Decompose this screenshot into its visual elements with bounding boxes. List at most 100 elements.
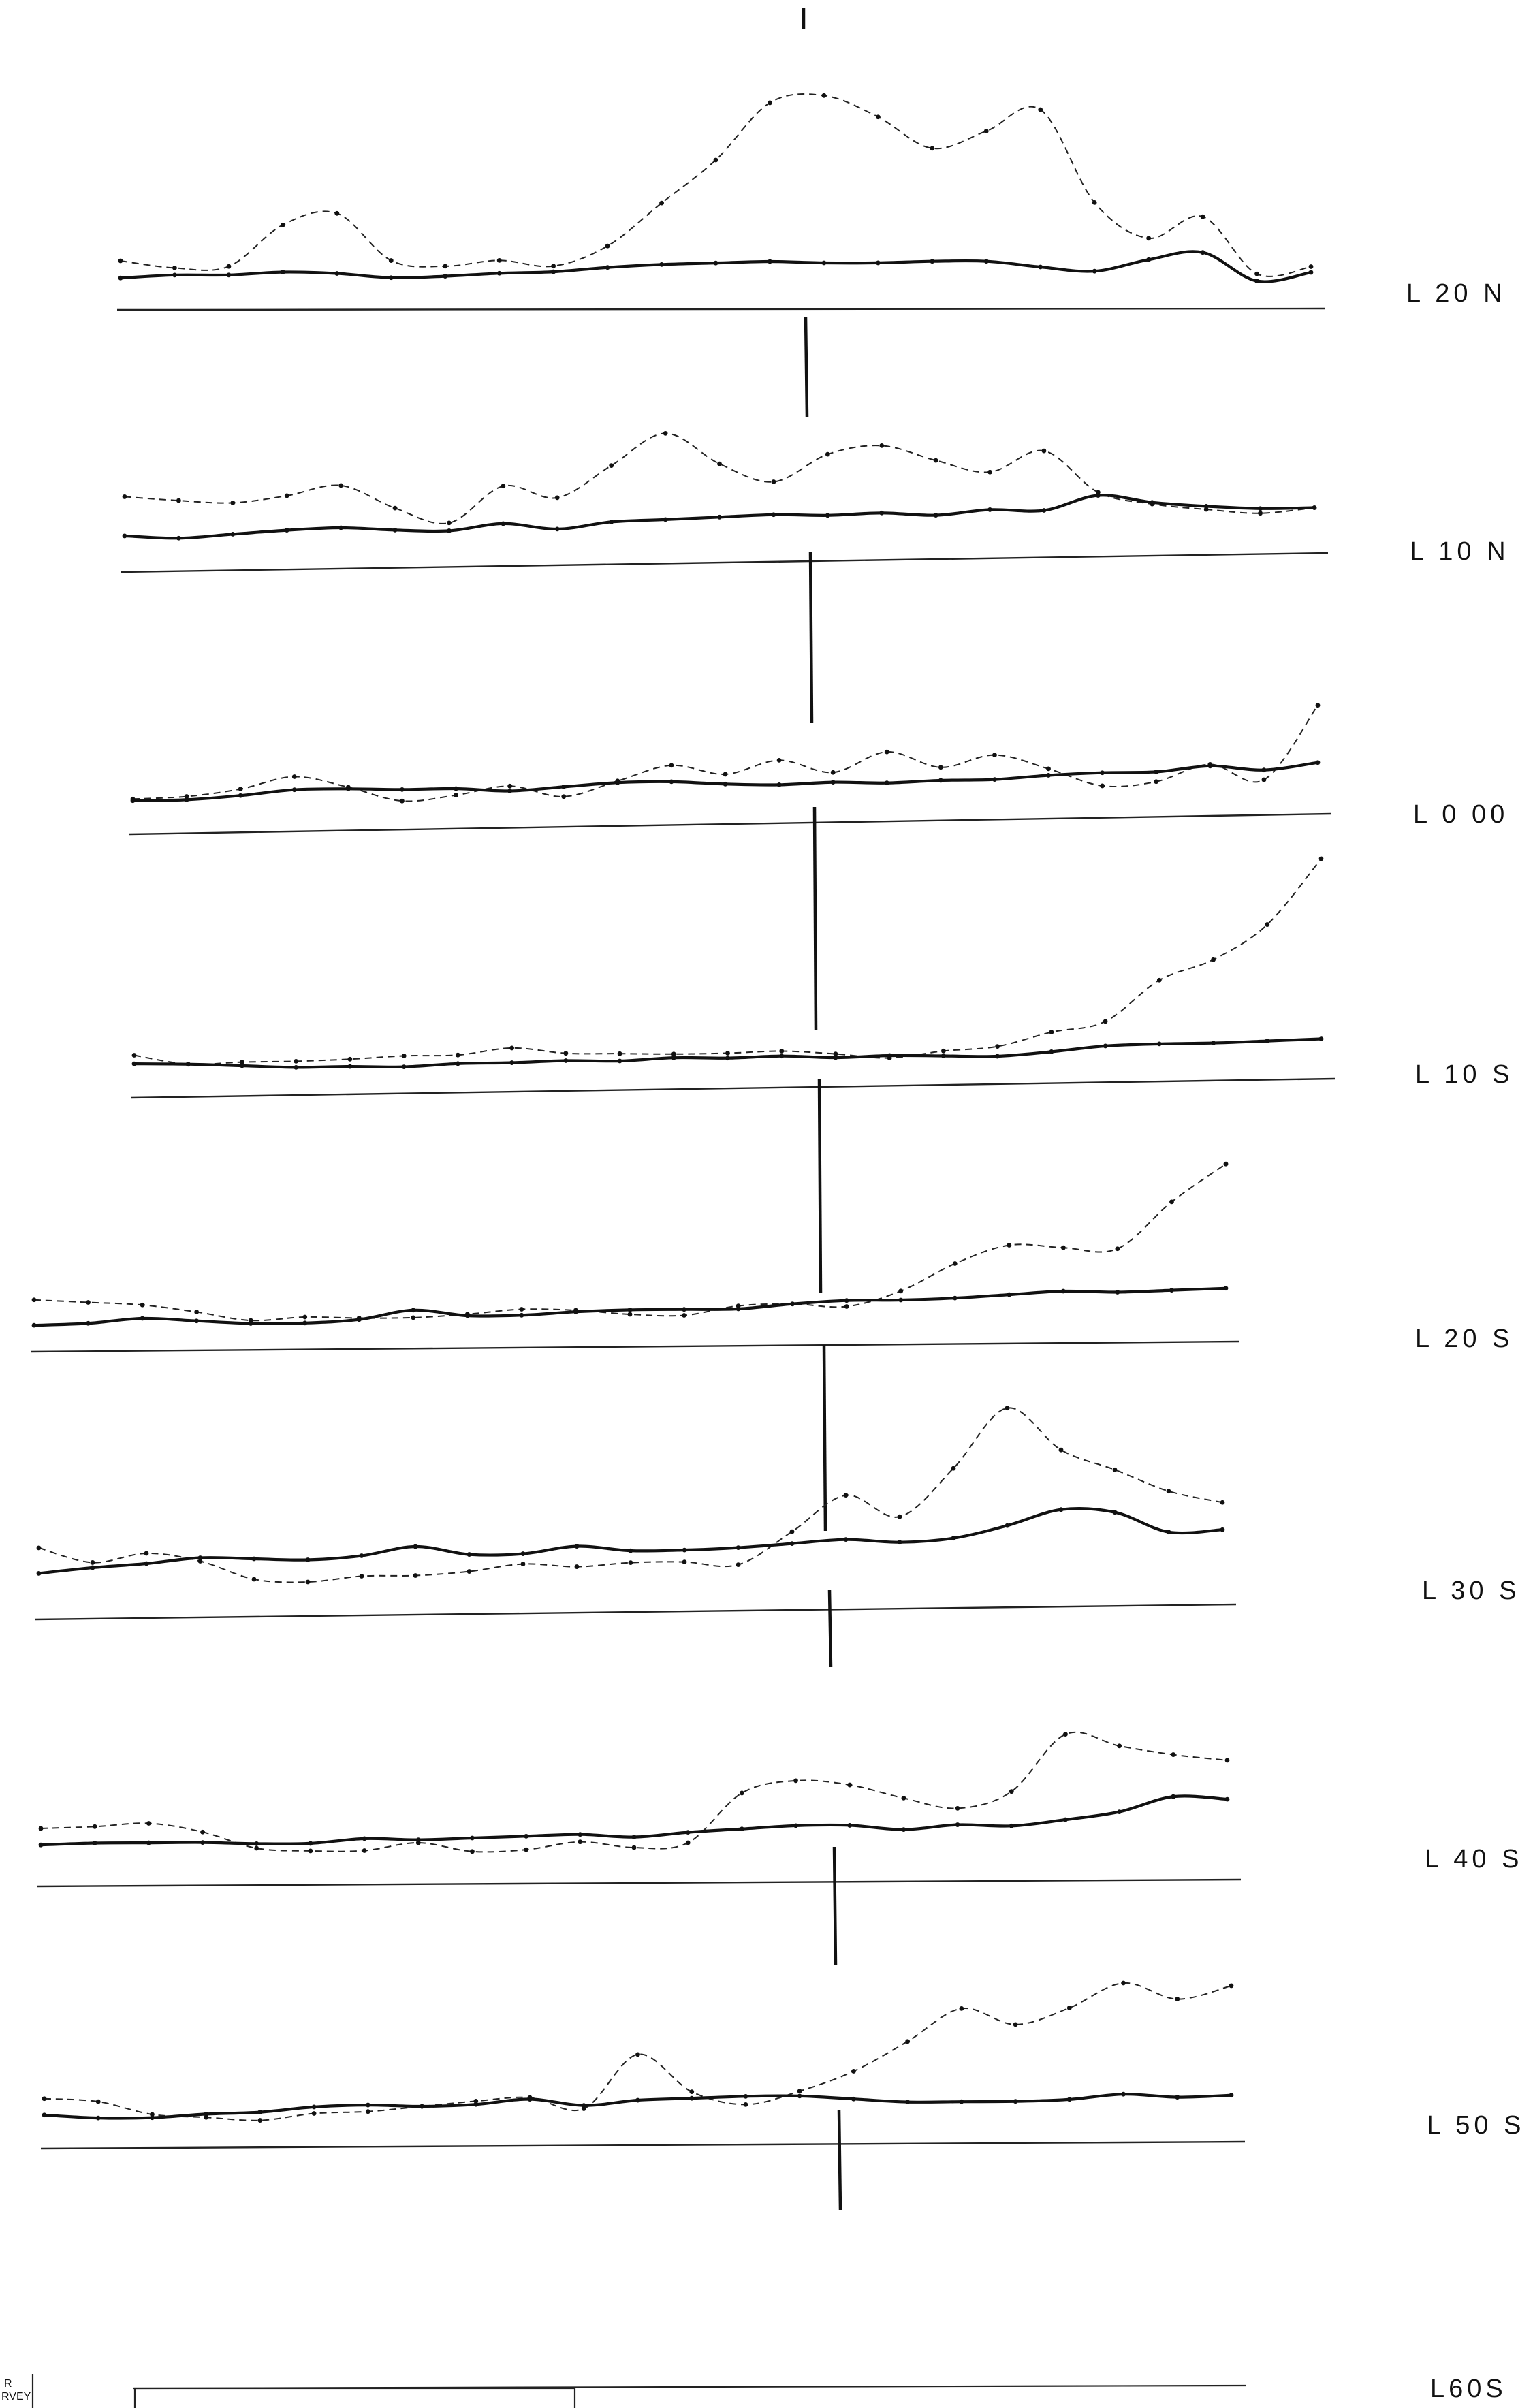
dashed-series-point xyxy=(470,1849,475,1854)
solid-series-point xyxy=(284,528,289,533)
dashed-series-point xyxy=(952,1261,958,1266)
dashed-series-point xyxy=(830,770,836,775)
solid-series-point xyxy=(790,1301,795,1307)
solid-series-point xyxy=(447,528,452,533)
solid-series-point xyxy=(1049,1049,1054,1054)
solid-series-point xyxy=(359,1553,364,1558)
solid-series-point xyxy=(789,1541,795,1547)
dashed-series-point xyxy=(197,1559,203,1564)
dashed-series-point xyxy=(1171,1752,1176,1757)
solid-series-point xyxy=(238,793,243,798)
solid-series-point xyxy=(122,533,127,539)
solid-series-point xyxy=(1308,270,1314,275)
solid-series-point xyxy=(1060,1288,1066,1294)
solid-series-point xyxy=(280,270,285,274)
solid-series-point xyxy=(905,2100,911,2105)
profile-group xyxy=(30,1161,1240,1532)
dashed-series-point xyxy=(254,1845,259,1851)
dashed-series-point xyxy=(184,794,189,799)
solid-series-point xyxy=(1315,760,1321,765)
solid-series-point xyxy=(305,1557,311,1562)
solid-series-point xyxy=(311,2104,317,2110)
solid-series-point xyxy=(185,1062,191,1067)
solid-series-point xyxy=(959,2099,964,2104)
solid-series-point xyxy=(392,527,398,533)
solid-series-point xyxy=(901,1827,906,1833)
solid-series-point xyxy=(551,269,556,274)
solid-series-point xyxy=(1005,1523,1010,1528)
dashed-series-point xyxy=(847,1782,853,1788)
dashed-series-point xyxy=(617,1051,622,1056)
solid-series-point xyxy=(1207,763,1213,769)
solid-series-point xyxy=(951,1536,956,1541)
solid-series-point xyxy=(689,2095,695,2101)
solid-series-point xyxy=(519,1312,524,1318)
dashed-series-point xyxy=(631,1845,637,1850)
solid-series-point xyxy=(605,265,610,270)
dashed-series-point xyxy=(118,258,123,264)
solid-series-point xyxy=(627,1307,633,1312)
dashed-series-point xyxy=(992,752,997,758)
profile-label: L 50 S xyxy=(1427,2111,1525,2140)
dashed-series-point xyxy=(1058,1447,1064,1453)
dashed-series-point xyxy=(388,258,394,263)
solid-series-point xyxy=(118,275,123,281)
solid-series-point xyxy=(334,271,340,276)
solid-series-point xyxy=(1318,1036,1324,1041)
dashed-series-point xyxy=(983,129,989,133)
dashed-series-point xyxy=(743,2102,748,2107)
solid-series-point xyxy=(415,1837,421,1843)
dashed-series-line xyxy=(124,432,1315,524)
solid-series-point xyxy=(1046,773,1051,778)
dashed-series-point xyxy=(36,1545,42,1551)
dashed-series-point xyxy=(713,157,718,163)
dashed-series-point xyxy=(400,798,405,804)
solid-series-point xyxy=(941,1054,946,1058)
dashed-series-point xyxy=(204,2114,209,2120)
center-marker xyxy=(822,1344,827,1532)
dashed-series-point xyxy=(305,1579,311,1585)
solid-series-point xyxy=(847,1823,853,1828)
dashed-series-point xyxy=(1063,1732,1068,1737)
solid-series-point xyxy=(573,1309,578,1314)
dashed-series-point xyxy=(176,498,181,503)
solid-series-point xyxy=(1203,504,1209,509)
dashed-series-point xyxy=(933,458,938,463)
dashed-series-point xyxy=(843,1493,849,1498)
center-marker xyxy=(804,316,809,417)
solid-series-line xyxy=(42,2093,1233,2120)
solid-series-point xyxy=(952,1295,958,1301)
solid-series-point xyxy=(995,1054,1000,1059)
dashed-series-point xyxy=(1220,1500,1225,1505)
dashed-series-point xyxy=(238,787,243,792)
dashed-series-point xyxy=(723,772,728,777)
solid-series-point xyxy=(717,514,722,520)
dashed-series-point xyxy=(240,1060,244,1065)
solid-series-point xyxy=(578,1832,583,1837)
solid-series-point xyxy=(844,1298,849,1303)
solid-series-point xyxy=(1211,1041,1216,1046)
dashed-series-point xyxy=(1265,922,1270,927)
dashed-series-point xyxy=(291,774,297,779)
solid-series-point xyxy=(1224,1796,1230,1802)
profile-group xyxy=(130,856,1336,1293)
dashed-series-point xyxy=(146,1821,151,1826)
solid-series-point xyxy=(86,1320,91,1326)
solid-series-point xyxy=(443,274,448,279)
dashed-series-point xyxy=(821,93,827,98)
solid-series-point xyxy=(897,1540,902,1545)
solid-series-point xyxy=(150,2115,155,2121)
profile-baseline xyxy=(130,1077,1336,1099)
dashed-series-point xyxy=(131,1053,137,1058)
solid-series-point xyxy=(509,1060,514,1065)
dashed-series-point xyxy=(551,264,556,269)
dashed-series-point xyxy=(955,1805,960,1811)
dashed-series-point xyxy=(995,1044,1000,1049)
profile-label: L 20 N xyxy=(1406,279,1506,308)
solid-series-point xyxy=(768,259,772,264)
dashed-series-point xyxy=(401,1054,407,1058)
solid-series-point xyxy=(992,777,997,782)
solid-series-point xyxy=(176,535,181,541)
solid-series-line xyxy=(131,761,1320,802)
profile-baseline xyxy=(37,1878,1242,1888)
